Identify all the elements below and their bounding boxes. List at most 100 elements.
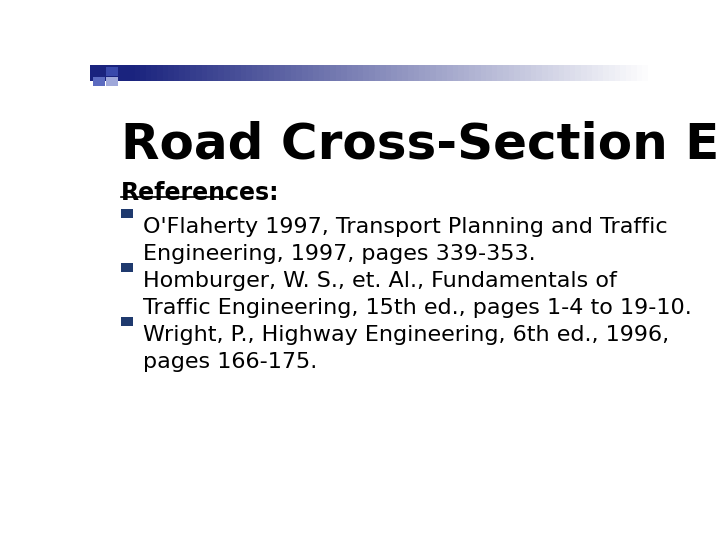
Bar: [642, 57, 648, 82]
Bar: [118, 57, 124, 82]
Bar: [609, 57, 615, 82]
Bar: [603, 57, 609, 82]
Bar: [392, 57, 397, 82]
Bar: [598, 57, 603, 82]
Bar: [330, 57, 336, 82]
Bar: [112, 57, 118, 82]
Bar: [413, 57, 419, 82]
Bar: [559, 57, 564, 82]
Text: O'Flaherty 1997, Transport Planning and Traffic: O'Flaherty 1997, Transport Planning and …: [143, 217, 667, 237]
Bar: [179, 57, 185, 82]
Text: Wright, P., Highway Engineering, 6th ed., 1996,: Wright, P., Highway Engineering, 6th ed.…: [143, 325, 669, 345]
Bar: [297, 57, 302, 82]
Text: Engineering, 1997, pages 339-353.: Engineering, 1997, pages 339-353.: [143, 244, 536, 264]
Bar: [246, 57, 252, 82]
Bar: [140, 57, 145, 82]
Bar: [441, 57, 447, 82]
Bar: [124, 57, 129, 82]
Bar: [135, 57, 140, 82]
Bar: [553, 57, 559, 82]
Bar: [218, 57, 224, 82]
Bar: [369, 57, 374, 82]
Bar: [447, 57, 453, 82]
Bar: [531, 57, 536, 82]
Bar: [107, 57, 112, 82]
Bar: [564, 57, 570, 82]
Bar: [508, 57, 514, 82]
Bar: [106, 68, 118, 77]
Bar: [397, 57, 402, 82]
Bar: [352, 57, 358, 82]
Bar: [319, 57, 324, 82]
Bar: [313, 57, 319, 82]
Bar: [364, 57, 369, 82]
Bar: [615, 57, 620, 82]
Bar: [526, 57, 531, 82]
Text: pages 166-175.: pages 166-175.: [143, 352, 318, 372]
Bar: [213, 57, 218, 82]
Bar: [419, 57, 425, 82]
Bar: [626, 57, 631, 82]
Bar: [240, 57, 246, 82]
Bar: [486, 57, 492, 82]
Bar: [341, 57, 347, 82]
Bar: [163, 57, 168, 82]
Bar: [593, 57, 598, 82]
Bar: [386, 57, 392, 82]
Bar: [637, 57, 642, 82]
Bar: [481, 57, 486, 82]
Bar: [408, 57, 413, 82]
Bar: [402, 57, 408, 82]
Bar: [324, 57, 330, 82]
Bar: [431, 57, 436, 82]
Bar: [90, 57, 96, 82]
Bar: [587, 57, 593, 82]
Bar: [190, 57, 196, 82]
Bar: [302, 57, 307, 82]
Text: References:: References:: [121, 181, 279, 205]
Bar: [570, 57, 575, 82]
Bar: [151, 57, 157, 82]
Bar: [280, 57, 285, 82]
Bar: [475, 57, 481, 82]
Bar: [547, 57, 553, 82]
Bar: [498, 57, 503, 82]
Bar: [291, 57, 297, 82]
Text: Traffic Engineering, 15th ed., pages 1-4 to 19-10.: Traffic Engineering, 15th ed., pages 1-4…: [143, 298, 692, 318]
Text: Homburger, W. S., et. Al., Fundamentals of: Homburger, W. S., et. Al., Fundamentals …: [143, 271, 617, 291]
Bar: [307, 57, 313, 82]
Bar: [185, 57, 191, 82]
Bar: [347, 57, 352, 82]
Bar: [436, 57, 441, 82]
Bar: [269, 57, 274, 82]
Bar: [263, 57, 269, 82]
Bar: [285, 57, 291, 82]
Bar: [106, 77, 118, 86]
Bar: [536, 57, 542, 82]
Bar: [145, 57, 151, 82]
Bar: [469, 57, 475, 82]
Bar: [492, 57, 498, 82]
Bar: [620, 57, 626, 82]
Bar: [224, 57, 230, 82]
Bar: [520, 57, 526, 82]
Bar: [121, 209, 133, 218]
Bar: [503, 57, 508, 82]
Bar: [581, 57, 587, 82]
Bar: [93, 77, 105, 86]
Bar: [453, 57, 458, 82]
Bar: [207, 57, 213, 82]
Bar: [157, 57, 163, 82]
Bar: [174, 57, 179, 82]
Bar: [380, 57, 386, 82]
Bar: [168, 57, 174, 82]
Bar: [93, 68, 105, 77]
Text: Road Cross-Section Elements: Road Cross-Section Elements: [121, 121, 720, 169]
Bar: [425, 57, 431, 82]
Bar: [101, 57, 107, 82]
Bar: [230, 57, 235, 82]
Bar: [252, 57, 258, 82]
Bar: [459, 57, 464, 82]
Bar: [235, 57, 240, 82]
Bar: [464, 57, 469, 82]
